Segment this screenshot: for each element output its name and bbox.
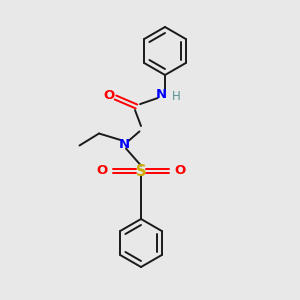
Text: O: O	[96, 164, 108, 177]
Text: O: O	[174, 164, 186, 177]
Text: N: N	[156, 88, 167, 101]
Text: N: N	[119, 137, 130, 151]
Text: O: O	[104, 89, 115, 102]
Text: S: S	[136, 164, 146, 178]
Text: H: H	[172, 89, 181, 103]
